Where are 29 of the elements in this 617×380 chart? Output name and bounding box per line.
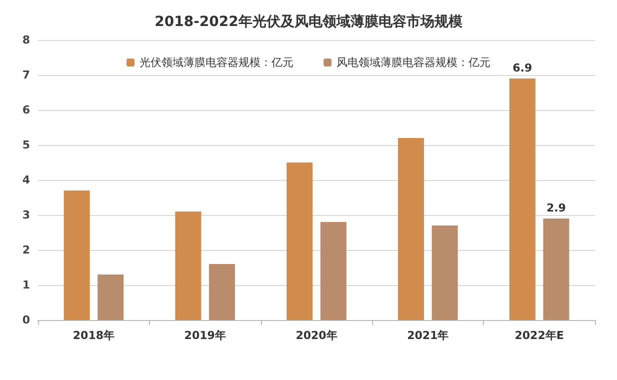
data-label: 6.9 xyxy=(512,62,532,74)
y-tick-label: 4 xyxy=(22,174,30,186)
legend-label: 风电领域薄膜电容器规模：亿元 xyxy=(336,56,490,69)
y-tick-label: 5 xyxy=(22,138,30,152)
chart-title: 2018-2022年光伏及风电领域薄膜电容市场规模 xyxy=(154,13,464,30)
data-label: 2.9 xyxy=(546,202,566,214)
y-tick-label: 7 xyxy=(22,68,30,82)
bar xyxy=(320,222,346,320)
y-tick-label: 2 xyxy=(22,244,30,256)
bar xyxy=(286,162,313,320)
x-tick-label: 2020年 xyxy=(296,329,338,342)
x-tick-label: 2022年E xyxy=(514,329,564,342)
bar xyxy=(432,226,458,320)
x-tick-label: 2021年 xyxy=(407,329,449,342)
y-tick-label: 6 xyxy=(22,104,30,116)
y-tick-label: 3 xyxy=(22,208,30,222)
bar xyxy=(398,138,424,320)
y-tick-label: 8 xyxy=(22,34,30,46)
legend-label: 光伏领域薄膜电容器规模：亿元 xyxy=(140,56,294,69)
x-tick-label: 2018年 xyxy=(72,329,115,342)
y-tick-label: 0 xyxy=(22,314,30,326)
x-tick-label: 2019年 xyxy=(184,329,226,342)
bar xyxy=(175,212,202,320)
bar xyxy=(64,190,90,320)
bar xyxy=(543,218,570,320)
bar xyxy=(209,264,235,320)
y-tick-label: 1 xyxy=(22,278,30,292)
bar xyxy=(98,274,124,320)
bar xyxy=(509,78,536,320)
